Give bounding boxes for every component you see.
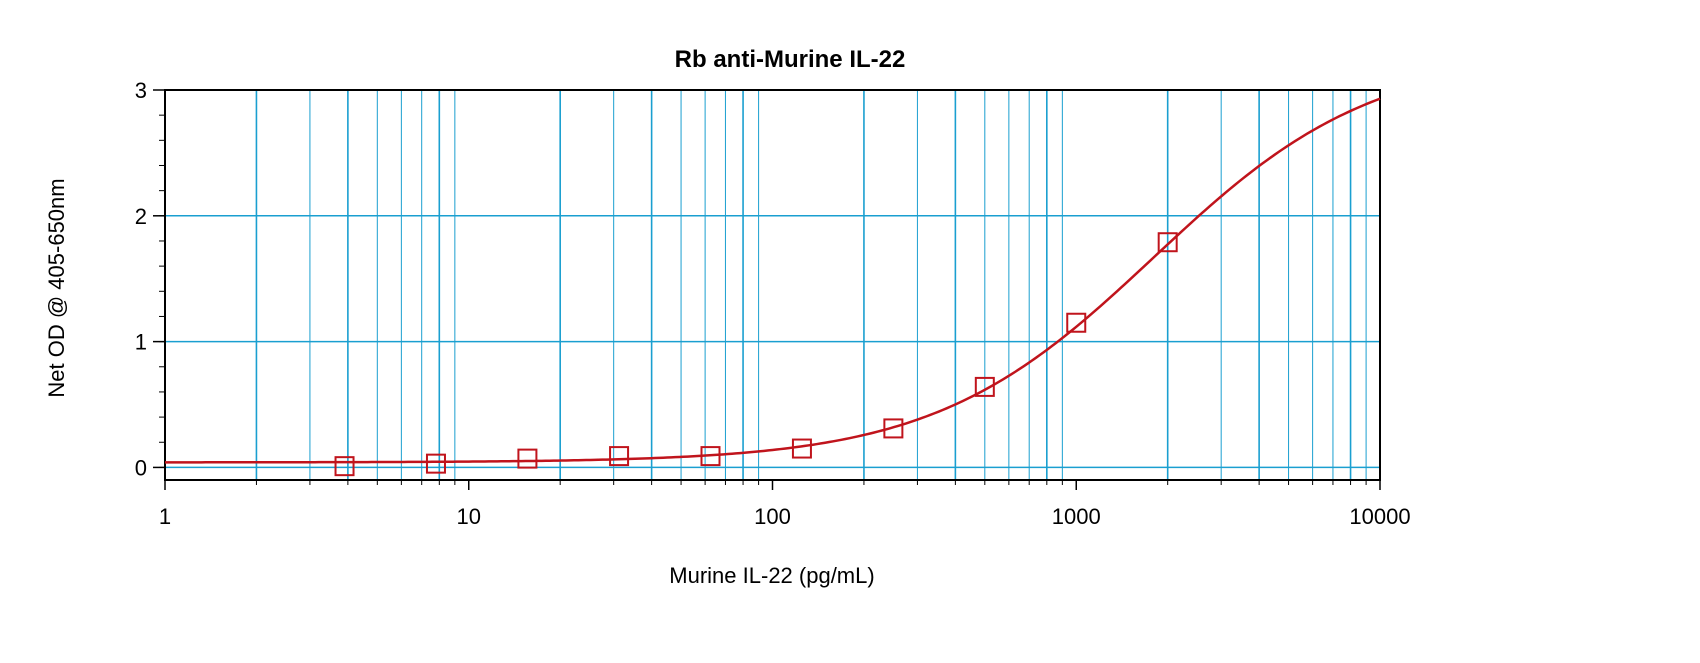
data-point xyxy=(334,456,355,477)
x-tick-label: 100 xyxy=(754,504,791,529)
y-axis-label: Net OD @ 405-650nm xyxy=(44,178,69,397)
x-tick-label: 1000 xyxy=(1052,504,1101,529)
y-tick-label: 1 xyxy=(135,330,147,355)
y-tick-label: 2 xyxy=(135,204,147,229)
x-tick-label: 1 xyxy=(159,504,171,529)
data-point xyxy=(791,438,812,459)
grid xyxy=(165,90,1380,480)
x-axis-label: Murine IL-22 (pg/mL) xyxy=(669,563,874,588)
data-point xyxy=(700,446,721,467)
data-point xyxy=(425,453,446,474)
x-tick-label: 10000 xyxy=(1349,504,1410,529)
data-point xyxy=(1157,232,1178,253)
data-point xyxy=(609,446,630,467)
data-point xyxy=(883,418,904,439)
data-point xyxy=(974,376,995,397)
data-point xyxy=(1066,312,1087,333)
data-point xyxy=(517,448,538,469)
chart-title: Rb anti-Murine IL-22 xyxy=(675,46,906,73)
y-tick-label: 3 xyxy=(135,78,147,103)
ticks xyxy=(153,89,1381,490)
y-tick-label: 0 xyxy=(135,455,147,480)
data-points xyxy=(334,232,1178,477)
x-tick-label: 10 xyxy=(457,504,481,529)
